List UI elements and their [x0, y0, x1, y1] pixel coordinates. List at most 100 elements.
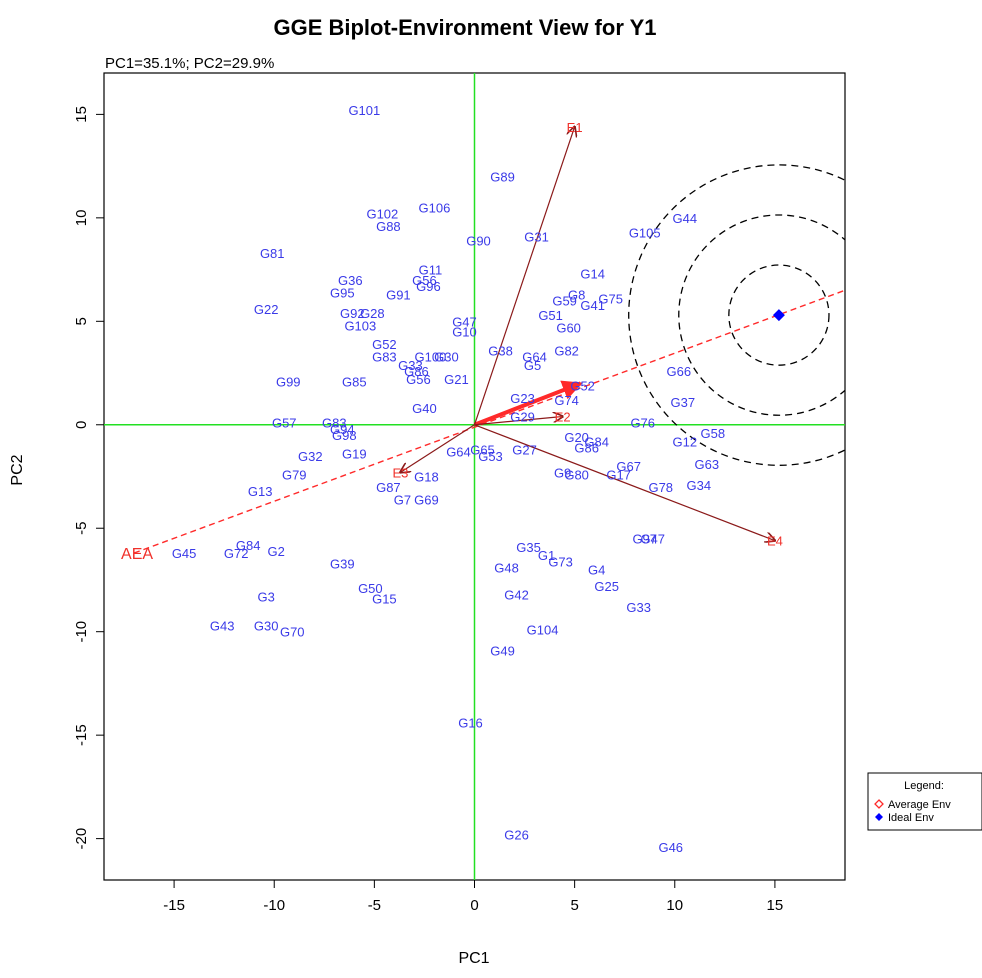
y-tick-label: -5 [73, 522, 90, 535]
genotype-label: G43 [210, 618, 235, 633]
aea-arrow [473, 380, 583, 427]
genotype-label: G11 [419, 263, 443, 278]
genotype-label: G47 [452, 314, 477, 329]
genotype-label: G100 [415, 349, 447, 364]
genotype-label: G99 [276, 374, 301, 389]
genotype-label: G52 [570, 378, 595, 393]
x-tick-label: -10 [263, 897, 285, 914]
genotype-label: G72 [224, 546, 249, 561]
genotype-label: G65 [470, 443, 495, 458]
genotype-label: G79 [282, 467, 307, 482]
genotype-label: G63 [695, 457, 720, 472]
genotype-label: G56 [412, 273, 437, 288]
genotype-label: G51 [538, 308, 563, 323]
genotype-label: G45 [172, 546, 197, 561]
legend-ideal-env-icon [875, 813, 883, 821]
genotype-label: G84 [584, 434, 609, 449]
genotype-label: G49 [490, 643, 515, 658]
genotype-label: G39 [330, 556, 355, 571]
chart-title: GGE Biplot-Environment View for Y1 [273, 15, 656, 40]
genotype-label: G83 [322, 416, 347, 431]
genotype-label: G30 [254, 618, 279, 633]
genotype-label: G20 [564, 430, 589, 445]
y-tick-label: 10 [73, 210, 90, 227]
env-vector-e4 [474, 424, 775, 541]
env-label-e3: E3 [392, 465, 408, 480]
genotype-label: G73 [548, 554, 573, 569]
genotype-label: G59 [552, 294, 577, 309]
genotype-label: G19 [342, 447, 367, 462]
genotype-label: G7 [394, 492, 411, 507]
genotype-label: G104 [527, 623, 559, 638]
genotype-label: G36 [338, 273, 363, 288]
x-tick-label: -15 [163, 897, 185, 914]
genotype-label: G21 [444, 372, 469, 387]
genotype-label: G64 [446, 445, 471, 460]
genotype-label: G9 [554, 465, 571, 480]
genotype-label: G17 [606, 467, 631, 482]
ideal-circle-2 [678, 214, 845, 416]
genotype-label: G84 [236, 538, 261, 553]
y-tick-label: -10 [73, 621, 90, 643]
genotype-label: G80 [564, 467, 589, 482]
y-tick-label: 5 [73, 317, 90, 325]
y-tick-label: 0 [73, 421, 90, 429]
genotype-label: G105 [629, 225, 661, 240]
legend-box [867, 772, 982, 831]
x-tick-label: -5 [368, 897, 381, 914]
genotype-label: G102 [366, 207, 398, 222]
genotype-label: G34 [687, 478, 712, 493]
genotype-label: G60 [556, 321, 581, 336]
genotype-label: G67 [616, 459, 641, 474]
env-vector-e1 [473, 127, 575, 425]
genotype-label: G74 [554, 393, 579, 408]
genotype-label: G101 [348, 103, 380, 118]
genotype-label: G4 [588, 563, 605, 578]
genotype-label: G91 [386, 287, 411, 302]
x-tick-label: 15 [767, 897, 784, 914]
genotype-label: G83 [372, 349, 397, 364]
genotype-label: G2 [268, 544, 285, 559]
genotype-label: G98 [332, 428, 357, 443]
genotype-label: G46 [658, 840, 683, 855]
ideal-circle-1 [728, 264, 830, 366]
genotype-label: G58 [701, 426, 726, 441]
genotype-label: G22 [254, 302, 279, 317]
genotype-label: G30 [434, 349, 459, 364]
genotype-label: G64 [522, 349, 547, 364]
genotype-label: G27 [512, 443, 537, 458]
genotype-label: G88 [376, 219, 401, 234]
genotype-label: G66 [666, 364, 691, 379]
genotype-label: G78 [648, 480, 673, 495]
legend-item-label: Average Env [888, 799, 951, 811]
genotype-label: G28 [360, 306, 385, 321]
y-tick-label: 15 [73, 106, 90, 123]
genotype-label: G69 [414, 492, 439, 507]
genotype-label: G90 [466, 234, 491, 249]
genotype-label: G86 [404, 364, 429, 379]
genotype-label: G26 [504, 827, 529, 842]
ideal-env-marker [772, 309, 785, 322]
genotype-label: G42 [504, 587, 529, 602]
genotype-label: G86 [574, 441, 599, 456]
genotype-label: G103 [344, 318, 376, 333]
env-label-e1: E1 [567, 120, 583, 135]
genotype-label: G33 [626, 600, 651, 615]
genotype-label: G106 [419, 201, 451, 216]
chart-subtitle: PC1=35.1%; PC2=29.9% [105, 55, 274, 72]
genotype-label: G87 [376, 480, 401, 495]
genotype-label: G53 [478, 449, 503, 464]
genotype-label: G5 [524, 358, 541, 373]
x-axis-label: PC1 [458, 950, 489, 967]
genotype-label: G50 [358, 581, 383, 596]
y-tick-label: -20 [73, 828, 90, 850]
x-tick-label: 0 [470, 897, 478, 914]
genotype-label: G89 [490, 169, 515, 184]
env-label-e2: E2 [555, 409, 571, 424]
genotype-label: G33 [398, 358, 423, 373]
aea-label: AEA [121, 546, 153, 563]
x-tick-label: 5 [570, 897, 578, 914]
